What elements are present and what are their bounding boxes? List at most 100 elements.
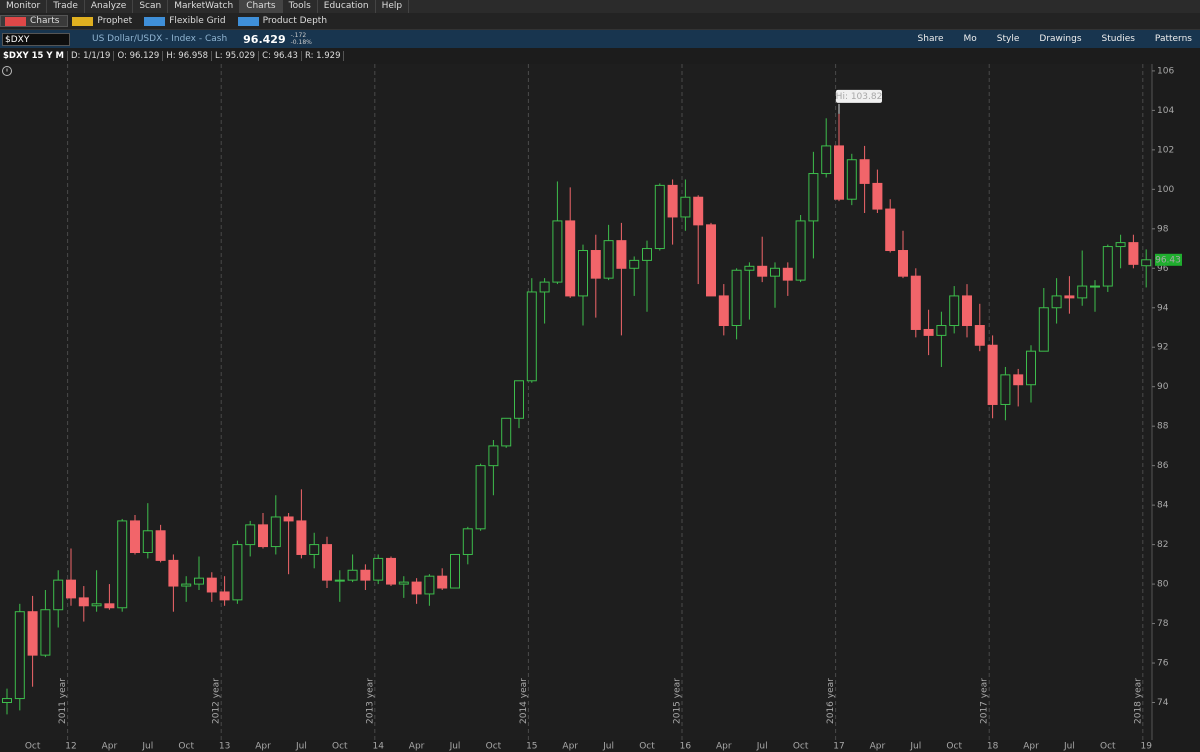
candle-body [2,698,12,703]
candle-body [552,220,563,283]
candle-body [667,184,678,218]
menu-bar: Monitor Trade Analyze Scan MarketWatch Charts… [0,0,1200,13]
candle-body [488,445,499,467]
tab-icon [72,16,94,26]
candle-body [424,575,435,595]
tab[interactable]: Flexible Grid [140,16,233,26]
toolbar-button[interactable]: Studies [1101,34,1135,44]
x-tick-label: Jul [141,742,153,752]
candle-body [258,524,268,548]
info-row: $DXY 15 Y M D: 1/1/19 O: 96.129 H: 96.958 L:… [0,48,1200,63]
y-tick-label: 92 [1157,343,1168,353]
candle-body [808,173,819,222]
toolbar-button[interactable]: Style [996,34,1020,44]
menu-item[interactable]: Help [376,0,410,13]
candle-body [1013,374,1024,386]
x-tick-label: Jul [602,742,614,752]
x-tick-label: 14 [372,742,384,752]
candle-body [130,520,140,553]
menu-item[interactable]: Monitor [0,0,48,13]
candle-body [578,250,588,297]
candle-body [616,240,627,269]
candle-body [603,240,614,279]
candle-body [53,579,64,611]
x-tick-label: Apr [1023,742,1039,752]
candle-body [834,145,844,200]
candle-body [155,530,166,561]
candle-body [744,265,755,271]
tab-label: Charts [30,16,60,26]
candle-body [1077,285,1088,299]
x-tick-label: 18 [987,742,999,752]
candle-body [1026,350,1036,386]
candle-body [757,265,768,277]
candle-body [194,577,204,585]
info-field: D: 1/1/19 [68,50,115,61]
menu-item[interactable]: Analyze [85,0,134,13]
y-tick-label: 84 [1157,501,1169,511]
candle-body [1115,242,1126,248]
candle-body [462,528,473,555]
year-label: 2017 year [980,678,990,724]
x-tick-label: Jul [449,742,461,752]
tab[interactable]: Prophet [68,16,140,26]
candle-body [949,295,960,327]
tab[interactable]: Product Depth [234,16,335,26]
candle-body [1128,242,1139,265]
menu-item[interactable]: Education [318,0,376,13]
menu-item[interactable]: Scan [133,0,169,13]
toolbar-button[interactable]: Drawings [1039,34,1082,44]
toolbar-button[interactable]: Share [917,34,944,44]
info-icon[interactable] [2,66,12,76]
x-tick-label: Oct [793,742,809,752]
tab-icon [237,16,259,26]
candle-body [475,465,486,530]
year-label: 2016 year [826,678,836,724]
candle-body [1141,259,1152,267]
info-field: $DXY 15 Y M [0,50,68,61]
candle-body [181,583,192,587]
tab-label: Prophet [97,16,133,26]
candle-body [309,544,320,555]
candle-body [78,597,89,607]
menu-item[interactable]: Charts [240,0,283,13]
x-tick-label: Oct [332,742,348,752]
menu-item[interactable]: Trade [47,0,85,13]
y-tick-label: 80 [1157,580,1169,590]
candle-body [1102,246,1113,287]
candle-body [373,557,384,581]
tab-bar: Charts Prophet Flexible Grid Product Depth [0,13,1200,30]
candle-body [411,581,422,595]
info-field: O: 96.129 [114,50,164,61]
toolbar-button[interactable]: Mo [963,34,977,44]
year-label: 2012 year [212,678,222,724]
y-tick-label: 100 [1157,185,1174,195]
candle-body [104,603,115,609]
candle-body [347,569,358,581]
tab[interactable]: Charts [0,15,69,27]
candle-body [117,520,128,609]
candle-body [821,145,832,175]
y-tick-label: 104 [1157,106,1174,116]
y-tick-label: 82 [1157,540,1168,550]
x-tick-label: Jul [756,742,768,752]
last-price-tag [1155,253,1182,266]
candle-body [450,553,460,589]
year-label: 2015 year [673,678,683,724]
tab-label: Product Depth [262,16,328,26]
candle-body [40,609,51,656]
symbol-input[interactable]: $DXY [2,32,70,46]
x-tick-label: Oct [946,742,962,752]
tab-icon [144,16,166,26]
toolbar-button[interactable]: Patterns [1154,34,1192,44]
year-label: 2018 year [1133,678,1143,724]
candle-body [232,544,243,601]
candle-body [526,291,537,382]
candle-body [680,196,691,218]
menu-item[interactable]: MarketWatch [168,0,241,13]
menu-item[interactable]: Tools [283,0,318,13]
candle-body [565,220,576,297]
x-tick-label: Oct [25,742,41,752]
